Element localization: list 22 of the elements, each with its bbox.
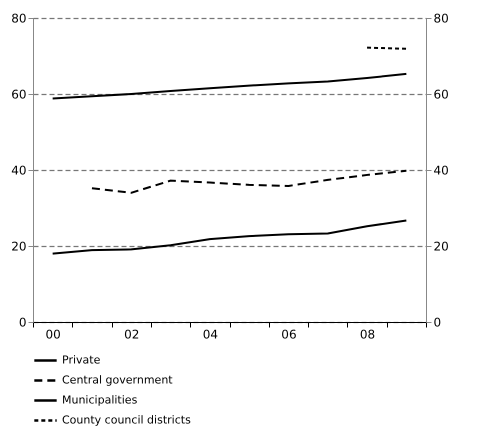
x-tick-label: 06 [281, 328, 297, 342]
y2-tick-label: 80 [434, 12, 449, 26]
line-series [90, 170, 408, 194]
x-tick-label: 00 [46, 328, 61, 342]
x-tick-label: 08 [360, 328, 376, 342]
y2-tick-label: 60 [434, 88, 449, 102]
y-tick-label: 40 [11, 164, 26, 178]
legend-label: Municipalities [62, 394, 138, 406]
y2-tick-label: 20 [434, 240, 449, 254]
y2-tick-label: 40 [434, 164, 449, 178]
legend-label: Central government [62, 374, 174, 386]
y-tick-label: 20 [11, 240, 26, 254]
y-tick-label: 80 [11, 12, 26, 26]
y-tick-label: 60 [11, 88, 26, 102]
y2-tick-label: 0 [434, 316, 442, 330]
x-tick-label: 02 [124, 328, 140, 342]
x-tick-label: 04 [202, 328, 218, 342]
y-tick-label: 0 [18, 316, 26, 330]
legend-label: County council districts [62, 414, 192, 426]
line-series [52, 220, 408, 255]
line-series [52, 72, 408, 100]
legend-label: Private [62, 354, 101, 366]
